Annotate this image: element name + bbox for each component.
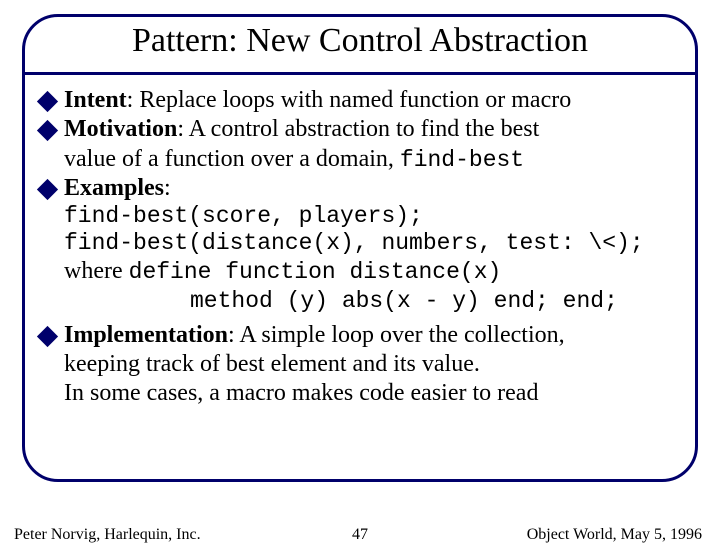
motivation-label: Motivation	[64, 116, 177, 142]
slide-title: Pattern: New Control Abstraction	[0, 22, 720, 60]
motivation-code: find-best	[400, 147, 524, 173]
implementation-label: Implementation	[64, 322, 228, 348]
examples-colon: :	[164, 175, 171, 201]
where-word: where	[64, 258, 129, 284]
motivation-line2: value of a function over a domain, find-…	[40, 145, 690, 174]
bullet-examples: Examples:	[40, 174, 690, 203]
footer-right: Object World, May 5, 1996	[527, 526, 702, 544]
method-line: method (y) abs(x - y) end; end;	[40, 287, 690, 315]
examples-code2: find-best(distance(x), numbers, test: \<…	[40, 230, 690, 257]
examples-line: Examples:	[64, 174, 171, 203]
implementation-line3: In some cases, a macro makes code easier…	[40, 379, 690, 408]
motivation-line1: Motivation: A control abstraction to fin…	[64, 115, 539, 144]
intent-text: : Replace loops with named function or m…	[127, 87, 572, 113]
implementation-line2: keeping track of best element and its va…	[40, 350, 690, 379]
intent-line: Intent: Replace loops with named functio…	[64, 86, 571, 115]
examples-label: Examples	[64, 175, 164, 201]
implementation-text1: : A simple loop over the collection,	[228, 322, 565, 348]
intent-label: Intent	[64, 87, 127, 113]
bullet-implementation: Implementation: A simple loop over the c…	[40, 321, 690, 350]
bullet-intent: Intent: Replace loops with named functio…	[40, 86, 690, 115]
implementation-line1: Implementation: A simple loop over the c…	[64, 321, 565, 350]
diamond-icon	[37, 326, 58, 347]
motivation-text1: : A control abstraction to find the best	[177, 116, 539, 142]
bullet-motivation: Motivation: A control abstraction to fin…	[40, 115, 690, 144]
where-code: define function distance(x)	[129, 259, 502, 285]
content-area: Intent: Replace loops with named functio…	[40, 86, 690, 408]
diamond-icon	[37, 179, 58, 200]
title-divider	[24, 72, 696, 75]
diamond-icon	[37, 91, 58, 112]
where-line: where define function distance(x)	[40, 257, 690, 286]
diamond-icon	[37, 120, 58, 141]
motivation-text2: value of a function over a domain,	[64, 146, 400, 172]
examples-code1: find-best(score, players);	[40, 203, 690, 230]
